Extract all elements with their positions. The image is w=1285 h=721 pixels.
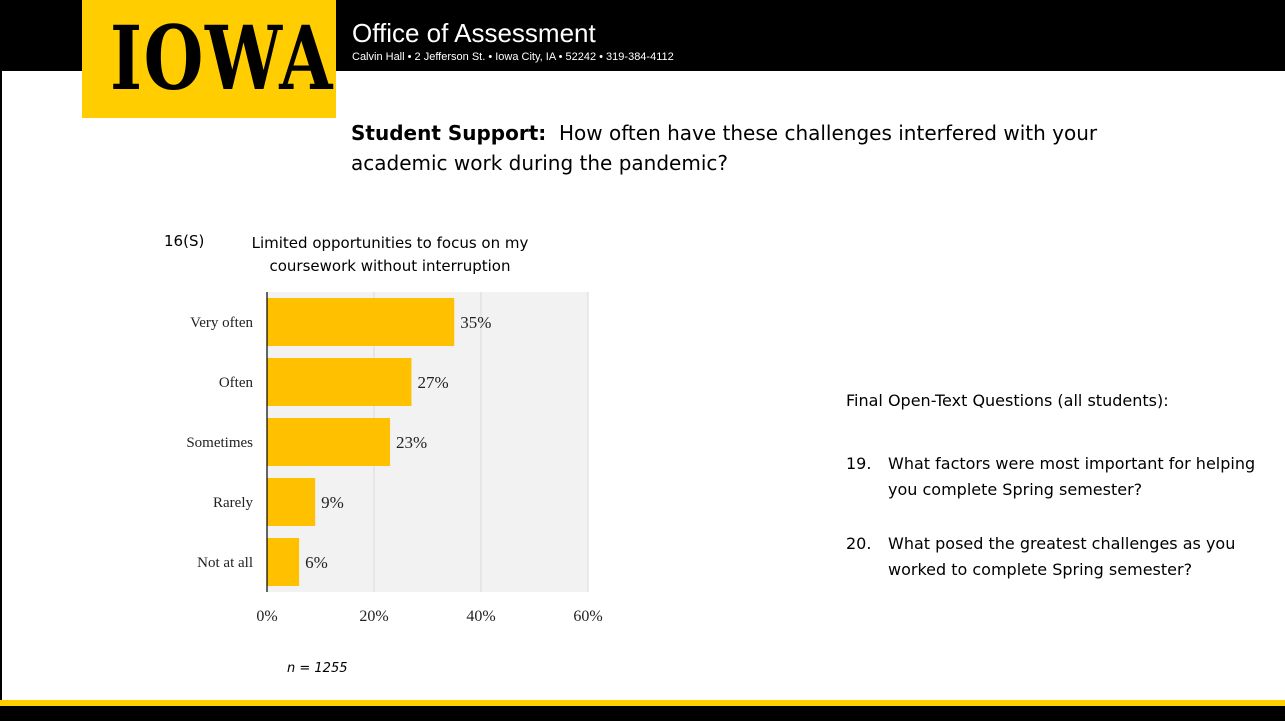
x-tick-label: 40% xyxy=(466,608,495,625)
open-text-list: 19. What factors were most important for… xyxy=(846,451,1285,611)
item-num: 19. xyxy=(846,454,872,473)
item-text: What factors were most important for hel… xyxy=(888,454,1256,499)
data-label: 6% xyxy=(305,553,328,572)
item-number: 16(S) xyxy=(164,232,205,250)
chart-title: Limited opportunities to focus on my cou… xyxy=(251,234,529,275)
sample-size: n = 1255 xyxy=(287,661,348,676)
category-label: Not at all xyxy=(197,555,253,571)
data-label: 35% xyxy=(460,313,491,332)
data-label: 27% xyxy=(417,373,448,392)
logo-text: IOWA xyxy=(109,6,335,110)
bar xyxy=(267,418,391,466)
bar xyxy=(267,358,412,406)
office-address: Calvin Hall • 2 Jefferson St. • Iowa Cit… xyxy=(352,51,674,63)
iowa-logo: IOWA xyxy=(82,0,336,118)
question-body: How often have these challenges interfer… xyxy=(351,121,1098,175)
category-label: Rarely xyxy=(213,495,253,511)
question-text: Student Support: How often have these ch… xyxy=(351,118,1171,178)
item-num: 20. xyxy=(846,534,872,553)
bar xyxy=(267,538,300,586)
question-label: Student Support: xyxy=(351,121,547,145)
data-label: 23% xyxy=(396,433,427,452)
bar xyxy=(267,478,316,526)
x-tick-label: 20% xyxy=(359,608,388,625)
x-tick-label: 60% xyxy=(573,608,602,625)
x-tick-label: 0% xyxy=(256,608,277,625)
footer-black-bar xyxy=(0,706,1285,721)
category-label: Very often xyxy=(190,315,253,331)
list-item: 19. What factors were most important for… xyxy=(846,451,1285,503)
left-border xyxy=(0,71,2,700)
open-text-heading: Final Open-Text Questions (all students)… xyxy=(846,391,1169,410)
footer-gold-stripe xyxy=(0,700,1285,706)
category-label: Often xyxy=(219,375,254,391)
list-item: 20. What posed the greatest challenges a… xyxy=(846,531,1285,583)
item-text: What posed the greatest challenges as yo… xyxy=(888,534,1236,579)
office-title: Office of Assessment xyxy=(352,18,596,48)
bar xyxy=(267,298,455,346)
data-label: 9% xyxy=(321,493,344,512)
category-label: Sometimes xyxy=(186,435,253,451)
